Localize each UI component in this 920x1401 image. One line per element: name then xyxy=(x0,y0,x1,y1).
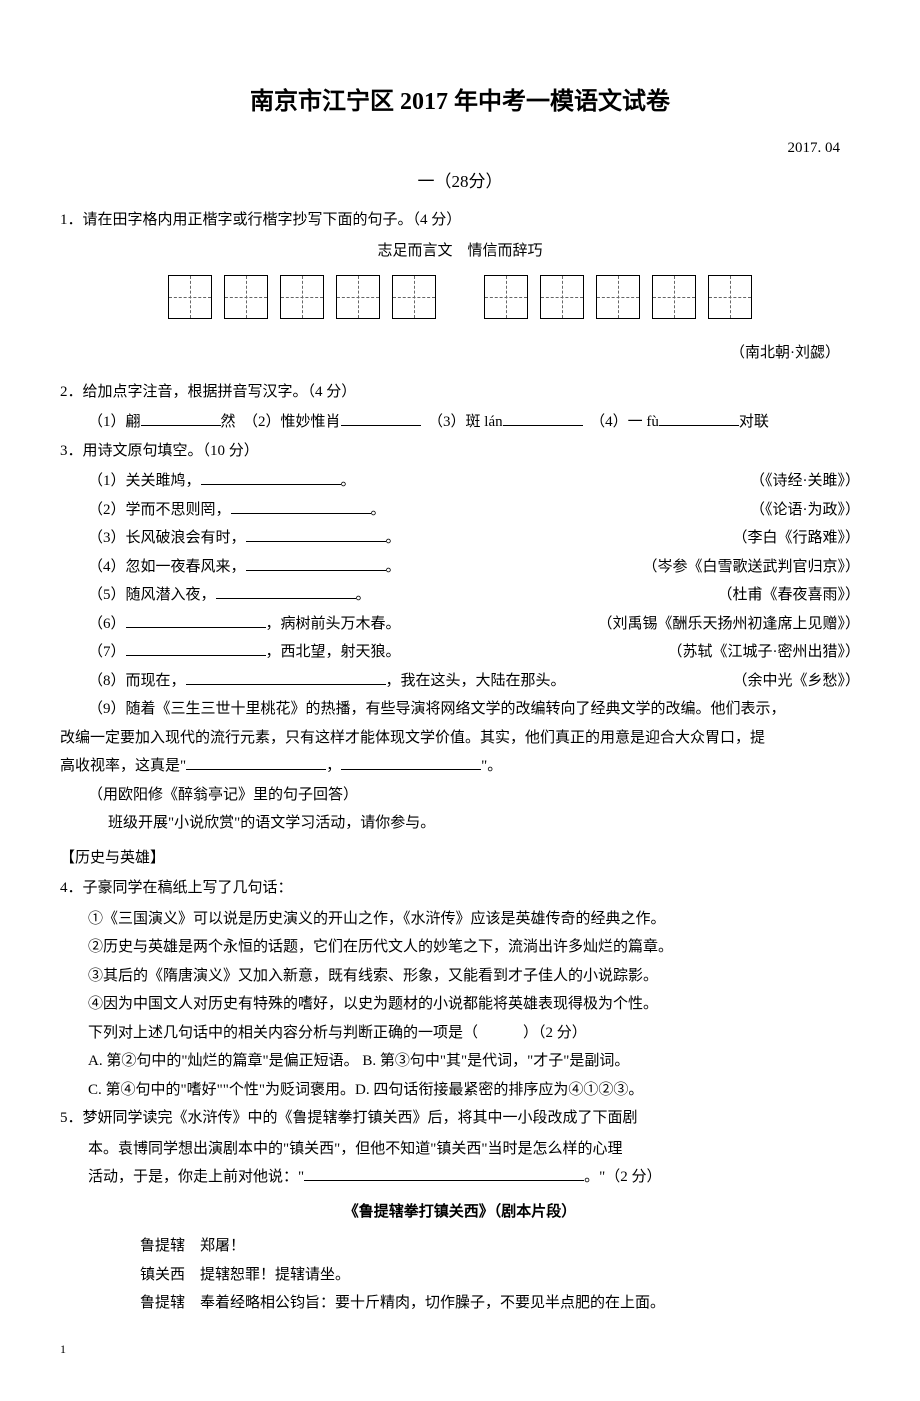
grid-cell xyxy=(280,275,324,319)
q5-text2: 本。袁博同学想出演剧本中的"镇关西"，但他不知道"镇关西"当时是怎么样的心理 xyxy=(60,1135,860,1164)
grid-gap xyxy=(448,275,472,319)
q4-prompt: 下列对上述几句话中的相关内容分析与判断正确的一项是（ ）（2 分） xyxy=(60,1019,860,1048)
question-2: 2．给加点字注音，根据拼音写汉字。（4 分） xyxy=(60,378,860,407)
q3-line-8: （8）而现在，，我在这头，大陆在那头。 （余中光《乡愁》） xyxy=(60,667,860,696)
exam-date: 2017. 04 xyxy=(60,134,860,163)
q3-line-7: （7），西北望，射天狼。 （苏轼《江城子·密州出猎》） xyxy=(60,638,860,667)
grid-cell xyxy=(540,275,584,319)
grid-cell xyxy=(336,275,380,319)
q5-text3: 活动，于是，你走上前对他说："。"（2 分） xyxy=(60,1163,860,1192)
q4-option-ab: A. 第②句中的"灿烂的篇章"是偏正短语。 B. 第③句中"其"是代词，"才子"… xyxy=(60,1047,860,1076)
q2-item-1: （1）翩然 （2）惟妙惟肖 （3）斑 lán （4）一 fù对联 xyxy=(88,408,769,437)
grid-cell xyxy=(484,275,528,319)
question-1: 1．请在田字格内用正楷字或行楷字抄写下面的句子。（4 分） xyxy=(60,206,860,235)
q3-line-6: （6），病树前头万木春。 （刘禹锡《酬乐天扬州初逢席上见赠》） xyxy=(60,610,860,639)
q1-author: （南北朝·刘勰） xyxy=(60,339,860,368)
q3-line-1: （1）关关雎鸠，。 （《诗经·关雎》） xyxy=(60,467,860,496)
play-title: 《鲁提辖拳打镇关西》（剧本片段） xyxy=(60,1198,860,1227)
q3-line-5: （5）随风潜入夜，。 （杜甫《春夜喜雨》） xyxy=(60,581,860,610)
q3-para9: （9）随着《三生三世十里桃花》的热播，有些导演将网络文学的改编转向了经典文学的改… xyxy=(60,695,860,724)
grid-cell xyxy=(652,275,696,319)
grid-cell xyxy=(392,275,436,319)
q2-items: （1）翩然 （2）惟妙惟肖 （3）斑 lán （4）一 fù对联 xyxy=(60,408,860,437)
play-line-1: 鲁提辖郑屠！ xyxy=(60,1232,860,1261)
page-number: 1 xyxy=(60,1338,860,1361)
q3-para9c: 高收视率，这真是"，"。 xyxy=(60,752,860,781)
grid-cell xyxy=(168,275,212,319)
grid-cell xyxy=(708,275,752,319)
q4-line-4: ④因为中国文人对历史有特殊的嗜好，以史为题材的小说都能将英雄表现得极为个性。 xyxy=(60,990,860,1019)
page-title: 南京市江宁区 2017 年中考一模语文试卷 xyxy=(60,80,860,126)
q4-line-2: ②历史与英雄是两个永恒的话题，它们在历代文人的妙笔之下，流淌出许多灿烂的篇章。 xyxy=(60,933,860,962)
q3-note: （用欧阳修《醉翁亭记》里的句子回答） xyxy=(60,781,860,810)
play-line-3: 鲁提辖奉着经略相公钧旨：要十斤精肉，切作臊子，不要见半点肥的在上面。 xyxy=(60,1289,860,1318)
question-5: 5．梦妍同学读完《水浒传》中的《鲁提辖拳打镇关西》后，将其中一小段改成了下面剧 xyxy=(60,1104,860,1133)
q3-line-3: （3）长风破浪会有时，。 （李白《行路难》） xyxy=(60,524,860,553)
play-line-2: 镇关西提辖恕罪！提辖请坐。 xyxy=(60,1261,860,1290)
section-header: 一（28分） xyxy=(60,166,860,198)
question-3: 3．用诗文原句填空。（10 分） xyxy=(60,437,860,466)
tian-grid-row xyxy=(60,275,860,319)
q4-line-3: ③其后的《隋唐演义》又加入新意，既有线索、形象，又能看到才子佳人的小说踪影。 xyxy=(60,962,860,991)
question-4: 4．子豪同学在稿纸上写了几句话： xyxy=(60,874,860,903)
q3-para9b: 改编一定要加入现代的流行元素，只有这样才能体现文学价值。其实，他们真正的用意是迎… xyxy=(60,724,860,753)
grid-cell xyxy=(224,275,268,319)
q3-line-4: （4）忽如一夜春风来，。 （岑参《白雪歌送武判官归京》） xyxy=(60,553,860,582)
activity-intro: 班级开展"小说欣赏"的语文学习活动，请你参与。 xyxy=(60,809,860,838)
q4-option-cd: C. 第④句中的"嗜好""个性"为贬词褒用。D. 四句话衔接最紧密的排序应为④①… xyxy=(60,1076,860,1105)
q1-phrase: 志足而言文 情信而辞巧 xyxy=(60,237,860,266)
grid-cell xyxy=(596,275,640,319)
heading-history: 【历史与英雄】 xyxy=(60,844,860,873)
q4-line-1: ①《三国演义》可以说是历史演义的开山之作，《水浒传》应该是英雄传奇的经典之作。 xyxy=(60,905,860,934)
q3-line-2: （2）学而不思则罔，。 （《论语·为政》） xyxy=(60,496,860,525)
